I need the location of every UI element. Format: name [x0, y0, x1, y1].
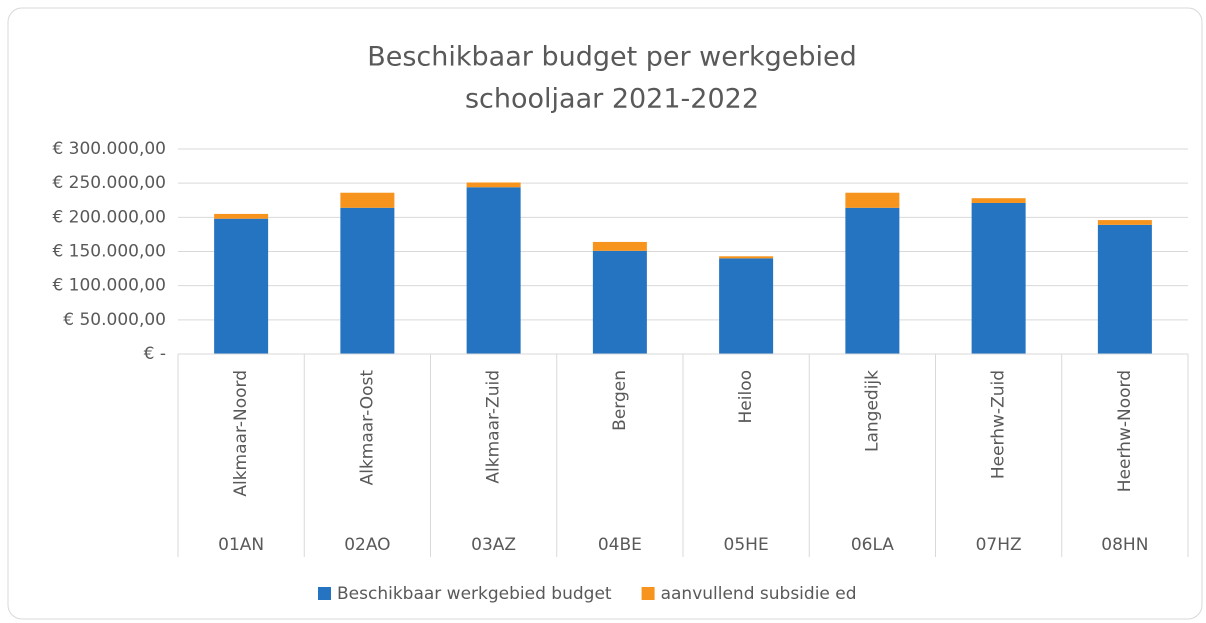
y-tick-label: € 150.000,00 — [52, 242, 166, 262]
bar-segment — [592, 241, 647, 251]
chart-title: Beschikbaar budget per werkgebied — [367, 42, 857, 73]
x-group-label: 05HE — [724, 535, 769, 555]
x-tick-label: Alkmaar-Zuid — [484, 370, 504, 484]
x-tick-label: Heerhw-Noord — [1115, 370, 1135, 492]
x-tick-label: Langedijk — [862, 370, 882, 452]
y-tick-label: € 300.000,00 — [52, 139, 166, 159]
bar-segment — [214, 218, 269, 354]
bar-segment — [214, 213, 269, 219]
bar-segment — [971, 202, 1026, 354]
x-group-label: 04BE — [598, 535, 642, 555]
bar-segment — [845, 192, 900, 208]
x-tick-label: Heerhw-Zuid — [989, 370, 1009, 479]
x-group-label: 08HN — [1101, 535, 1148, 555]
bar-segment — [340, 192, 395, 208]
x-group-label: 03AZ — [471, 535, 516, 555]
y-tick-label: € - — [144, 344, 166, 364]
x-group-label: 07HZ — [976, 535, 1022, 555]
bar-segment — [1097, 220, 1152, 225]
bar-segment — [592, 250, 647, 354]
bar-segment — [845, 207, 900, 354]
legend-swatch — [318, 587, 331, 600]
bar-segment — [719, 256, 774, 259]
bar-segment — [466, 187, 521, 354]
y-tick-label: € 50.000,00 — [63, 310, 166, 330]
x-group-label: 01AN — [218, 535, 264, 555]
x-tick-label: Heiloo — [736, 370, 756, 424]
legend-label: aanvullend subsidie ed — [661, 584, 857, 604]
x-tick-label: Alkmaar-Oost — [357, 370, 377, 486]
bar-segment — [1097, 224, 1152, 354]
x-tick-label: Bergen — [610, 370, 630, 431]
x-group-label: 06LA — [851, 535, 894, 555]
bar-segment — [971, 198, 1026, 203]
y-tick-label: € 100.000,00 — [52, 276, 166, 296]
legend-swatch — [641, 587, 655, 600]
x-group-label: 02AO — [344, 535, 390, 555]
bar-segment — [466, 182, 521, 188]
x-tick-label: Alkmaar-Noord — [231, 370, 251, 497]
bar-segment — [719, 258, 774, 354]
y-tick-label: € 200.000,00 — [52, 207, 166, 227]
y-tick-label: € 250.000,00 — [52, 173, 166, 193]
chart-subtitle: schooljaar 2021-2022 — [465, 84, 759, 115]
bar-segment — [340, 207, 395, 354]
legend-label: Beschikbaar werkgebied budget — [337, 584, 612, 604]
